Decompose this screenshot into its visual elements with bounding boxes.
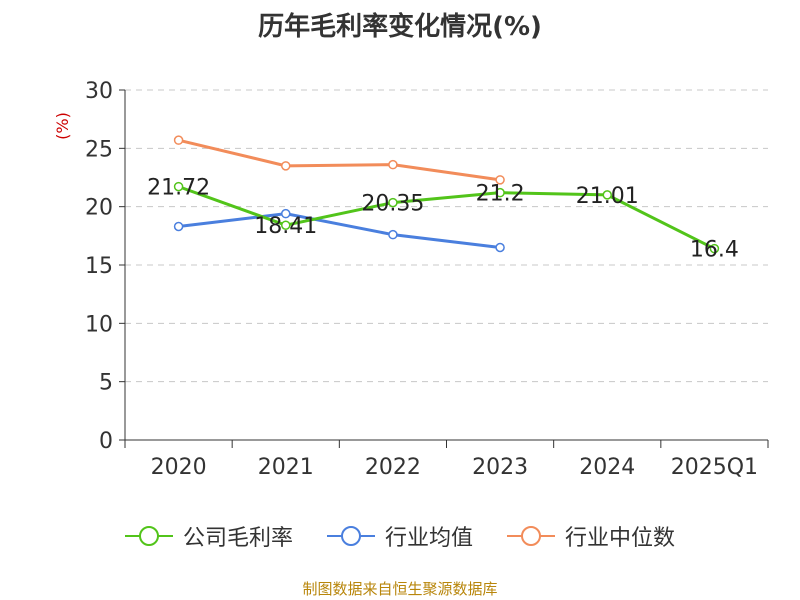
legend: 公司毛利率 行业均值 行业中位数 — [0, 520, 800, 552]
data-point — [173, 221, 184, 232]
legend-label-industry-mean: 行业均值 — [384, 526, 473, 551]
data-point — [281, 161, 291, 171]
legend-marker-industry-mean — [326, 526, 375, 546]
data-label: 21.2 — [476, 182, 525, 207]
series-line-0 — [178, 185, 716, 251]
legend-item-company[interactable]: 公司毛利率 — [124, 520, 293, 552]
data-point — [388, 159, 398, 170]
data-label: 21.72 — [147, 176, 210, 201]
x-tick-label: 2022 — [365, 455, 421, 480]
y-tick-label: 15 — [85, 254, 113, 279]
legend-label-industry-median: 行业中位数 — [565, 526, 676, 551]
legend-item-industry-mean[interactable]: 行业均值 — [326, 520, 473, 552]
chart-title: 历年毛利率变化情况(%) — [258, 12, 542, 42]
data-point — [602, 190, 612, 200]
x-tick-label: 2025Q1 — [671, 455, 758, 480]
x-tick-label: 2021 — [258, 455, 314, 480]
source-note: 制图数据来自恒生聚源数据库 — [302, 580, 498, 598]
data-point — [173, 135, 184, 145]
data-point — [495, 242, 505, 253]
data-label: 21.01 — [576, 184, 639, 209]
data-point — [388, 197, 398, 208]
data-point — [173, 181, 184, 192]
x-tick-label: 2020 — [151, 455, 207, 480]
data-label: 20.35 — [361, 192, 424, 217]
y-tick-label: 10 — [85, 312, 113, 337]
x-tick-label: 2024 — [579, 455, 635, 480]
data-label: 18.41 — [254, 214, 317, 239]
legend-label-company: 公司毛利率 — [182, 526, 293, 551]
data-point — [281, 208, 291, 219]
data-point — [709, 243, 720, 254]
y-tick-label: 20 — [85, 196, 113, 221]
legend-marker-company — [124, 526, 173, 546]
data-point — [388, 229, 398, 240]
y-tick-label: 5 — [99, 371, 113, 396]
x-tick-label: 2023 — [472, 455, 528, 480]
legend-item-industry-median[interactable]: 行业中位数 — [507, 520, 675, 552]
y-unit-label: (%) — [53, 112, 72, 140]
data-point — [281, 220, 291, 230]
data-point — [495, 187, 505, 198]
data-point — [495, 175, 505, 185]
y-tick-label: 0 — [99, 429, 113, 454]
y-tick-label: 30 — [85, 79, 113, 104]
series-line-1 — [178, 212, 501, 249]
y-tick-label: 25 — [85, 137, 113, 162]
legend-marker-industry-median — [507, 526, 555, 546]
data-label: 16.4 — [690, 238, 739, 263]
series-line-2 — [178, 138, 501, 182]
